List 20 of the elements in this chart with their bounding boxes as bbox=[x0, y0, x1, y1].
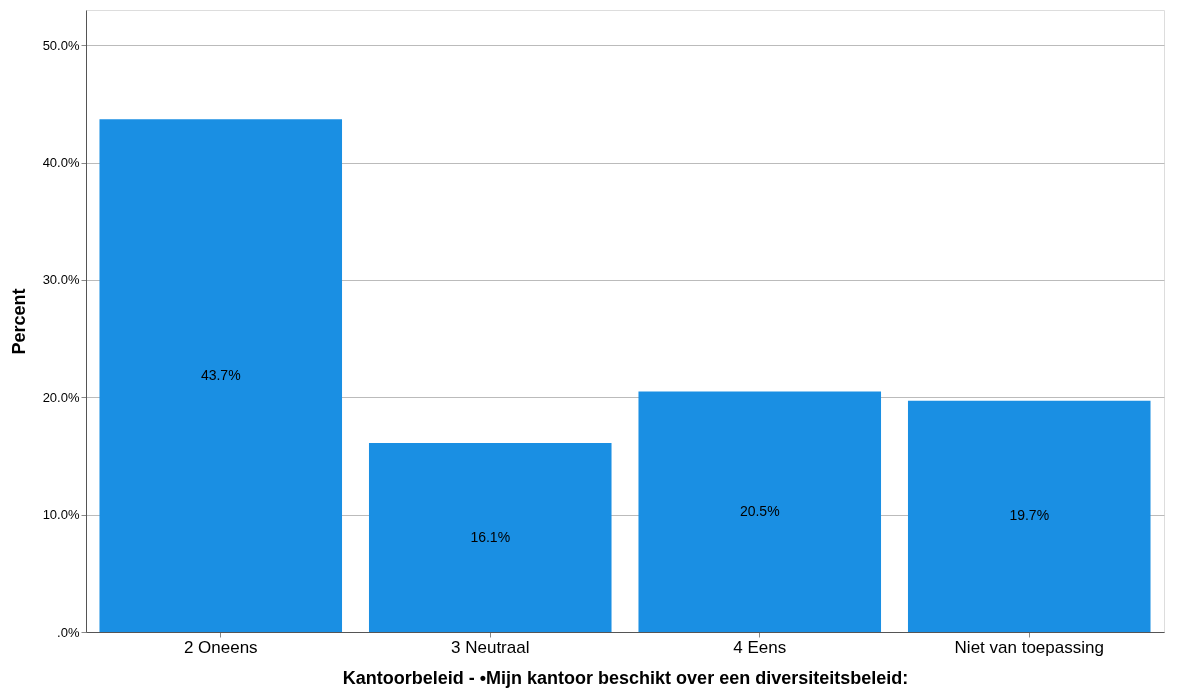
x-tick-label: 3 Neutraal bbox=[451, 637, 530, 657]
x-tick-label: 4 Eens bbox=[733, 637, 787, 657]
y-tick-label: .0% bbox=[57, 624, 80, 640]
x-axis-title: Kantoorbeleid - •Mijn kantoor beschikt over een diversiteitsbeleid: bbox=[342, 667, 909, 688]
data-label: 19.7% bbox=[1009, 507, 1050, 524]
data-label: 43.7% bbox=[200, 366, 241, 383]
y-tick-label: 30.0% bbox=[42, 272, 80, 288]
data-label: 20.5% bbox=[739, 502, 780, 519]
bar bbox=[368, 443, 612, 632]
y-tick-label: 20.0% bbox=[42, 389, 80, 405]
bar bbox=[907, 400, 1151, 632]
y-tick-label: 10.0% bbox=[42, 507, 80, 523]
x-tick-label: Niet van toepassing bbox=[954, 637, 1104, 657]
x-tick-label: 2 Oneens bbox=[183, 637, 258, 657]
y-tick-label: 50.0% bbox=[42, 37, 80, 53]
y-tick-label: 40.0% bbox=[42, 155, 80, 171]
bar bbox=[638, 391, 882, 632]
y-axis-title: Percent bbox=[8, 288, 29, 355]
data-label: 16.1% bbox=[470, 528, 511, 545]
bar bbox=[99, 119, 343, 632]
